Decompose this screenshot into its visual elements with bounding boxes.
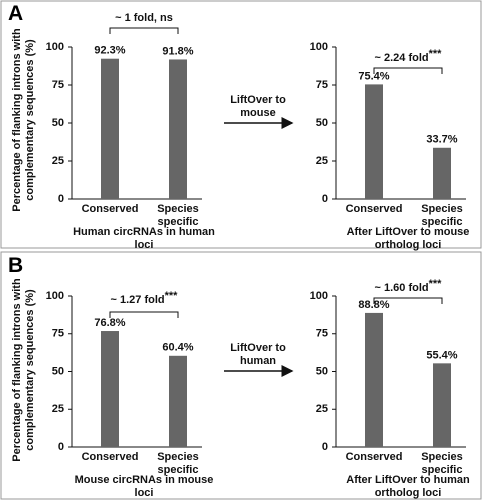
value-label: 76.8% (94, 317, 125, 329)
bar (433, 363, 451, 447)
significance: *** (429, 278, 443, 290)
bar (169, 59, 187, 199)
bar (101, 58, 119, 200)
y-tick-label: 100 (46, 290, 64, 302)
bar (365, 312, 383, 447)
x-tick-label: Conserved (81, 203, 139, 215)
value-label: 92.3% (94, 45, 125, 57)
y-tick-label: 75 (316, 79, 328, 91)
y-tick-label: 0 (58, 193, 64, 205)
significance: *** (165, 290, 179, 302)
x-axis-label: After LiftOver to mouse ortholog loci (346, 226, 470, 251)
panel-label: A (8, 2, 24, 25)
y-tick-label: 0 (58, 441, 64, 453)
value-label: 91.8% (162, 45, 193, 57)
y-tick-label: 75 (316, 328, 328, 340)
bracket-text: ~ 1.27 fold (111, 294, 165, 306)
bracket (109, 27, 179, 34)
y-tick-label: 0 (322, 193, 328, 205)
bar (365, 84, 383, 199)
x-axis-label: Mouse circRNAs in mouse loci (74, 474, 214, 499)
arrow-text: LiftOver to human (230, 342, 286, 367)
y-tick-label: 50 (316, 117, 328, 129)
bracket (373, 67, 443, 74)
y-tick-label: 25 (316, 403, 328, 415)
panel-label: B (8, 254, 24, 277)
bracket-text: ~ 1.60 fold (375, 282, 429, 294)
bracket-label: ~ 2.24 fold*** (375, 48, 443, 64)
x-axis-label: After LiftOver to human ortholog loci (346, 474, 470, 499)
x-tick-label: Conserved (81, 451, 139, 463)
panel-border (0, 251, 482, 500)
bracket-text: ~ 1 fold, ns (115, 12, 173, 24)
bracket-label: ~ 1.27 fold*** (111, 290, 179, 306)
y-tick-label: 100 (46, 41, 64, 53)
x-tick-label: Species specific (157, 451, 199, 476)
y-tick-label: 0 (322, 441, 328, 453)
x-tick-label: Species specific (421, 451, 463, 476)
y-axis-label: Percentage of flanking introns with comp… (11, 278, 36, 462)
y-tick-label: 75 (52, 328, 64, 340)
bar (101, 331, 119, 447)
bracket (109, 311, 179, 318)
bracket-text: ~ 2.24 fold (375, 52, 429, 64)
y-tick-label: 25 (316, 155, 328, 167)
x-tick-label: Species specific (421, 203, 463, 228)
panel-border (0, 0, 482, 249)
y-axis-label: Percentage of flanking introns with comp… (11, 28, 36, 212)
value-label: 60.4% (162, 342, 193, 354)
x-tick-label: Species specific (157, 203, 199, 228)
y-tick-label: 75 (52, 79, 64, 91)
value-label: 75.4% (358, 70, 389, 82)
value-label: 55.4% (426, 349, 457, 361)
x-tick-label: Conserved (345, 451, 403, 463)
value-label: 88.8% (358, 299, 389, 311)
bracket (373, 297, 443, 304)
y-tick-label: 25 (52, 403, 64, 415)
y-tick-label: 50 (316, 365, 328, 377)
x-axis-label: Human circRNAs in human loci (73, 226, 215, 251)
y-tick-label: 25 (52, 155, 64, 167)
bar (433, 147, 451, 199)
x-tick-label: Conserved (345, 203, 403, 215)
value-label: 33.7% (426, 134, 457, 146)
bracket-label: ~ 1 fold, ns (115, 12, 173, 24)
bracket-label: ~ 1.60 fold*** (375, 278, 443, 294)
bar (169, 355, 187, 447)
y-tick-label: 50 (52, 365, 64, 377)
significance: *** (429, 48, 443, 60)
y-tick-label: 100 (310, 290, 328, 302)
y-tick-label: 50 (52, 117, 64, 129)
arrow-text: LiftOver to mouse (230, 94, 286, 119)
y-tick-label: 100 (310, 41, 328, 53)
